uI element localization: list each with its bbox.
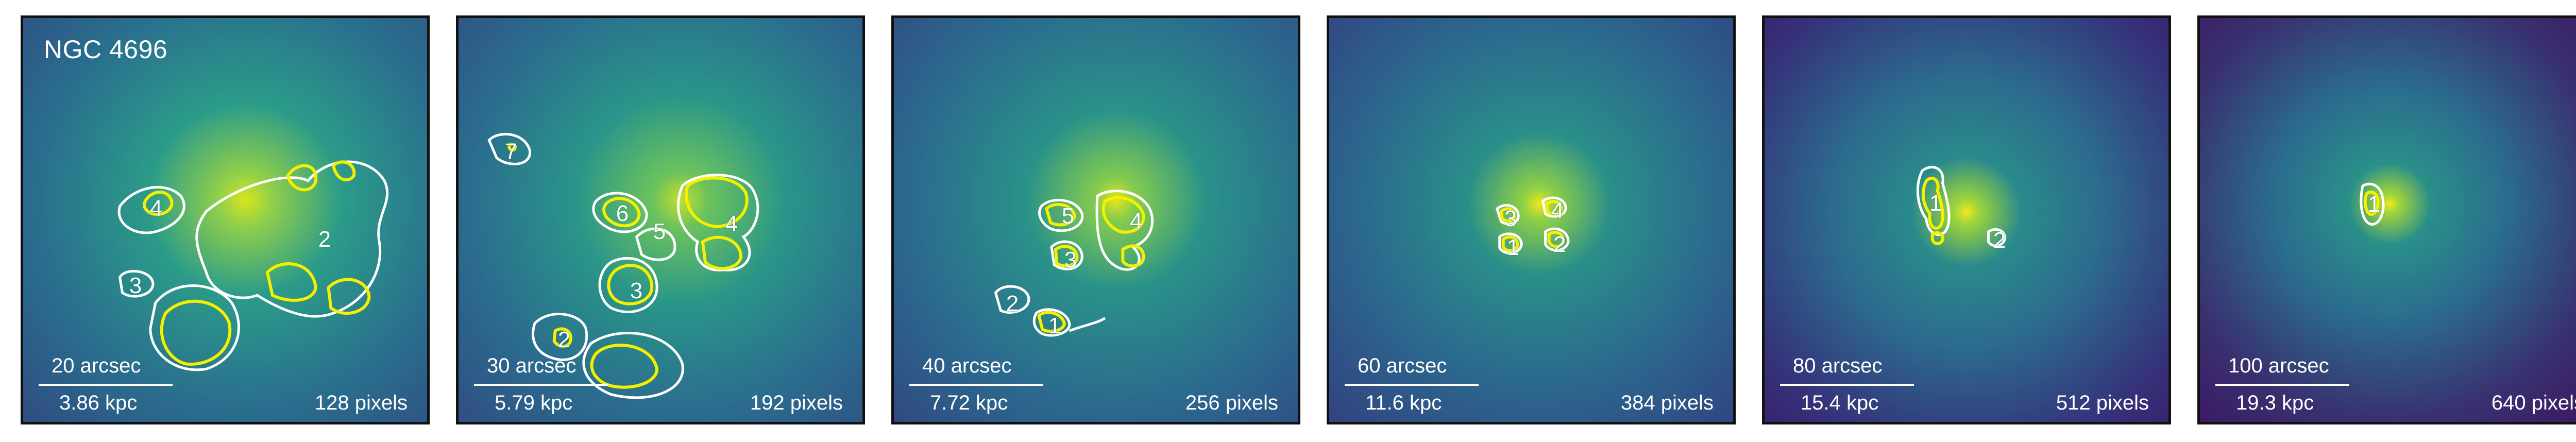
- scale-arcsec: 100 arcsec: [2228, 354, 2329, 377]
- galaxy-image: [459, 18, 862, 422]
- galaxy-image: [2200, 18, 2576, 422]
- yellow-contours: [1921, 177, 1944, 245]
- panel-20arcsec: NGC 4696 2 4 3 20 arcsec 3.86 kpc 128 pi…: [21, 15, 430, 424]
- panel-40arcsec: 5 4 3 2 1 40 arcsec 7.72 kpc 256 pixels: [891, 15, 1300, 424]
- scale-kpc: 5.79 kpc: [495, 392, 573, 414]
- yellow-contours: [2363, 191, 2380, 216]
- region-label: 4: [149, 196, 163, 221]
- scale-bar: [474, 384, 608, 386]
- region-label: 2: [318, 227, 331, 252]
- scale-arcsec: 40 arcsec: [922, 354, 1012, 377]
- white-contours: [117, 160, 388, 371]
- galaxy-image: [894, 18, 1298, 422]
- scale-bar: [39, 384, 173, 386]
- region-label: 3: [1064, 247, 1077, 273]
- region-label: 2: [557, 327, 571, 352]
- scale-kpc: 3.86 kpc: [59, 392, 138, 414]
- yellow-contours: [507, 142, 749, 389]
- scale-bar: [1780, 384, 1914, 386]
- white-contours: [2360, 182, 2385, 226]
- region-label: 3: [1504, 206, 1517, 231]
- scale-arcsec: 80 arcsec: [1793, 354, 1883, 377]
- scale-arcsec: 60 arcsec: [1358, 354, 1447, 377]
- pixel-count: 192 pixels: [750, 392, 843, 414]
- white-contours: [1916, 165, 2006, 247]
- region-label: 4: [725, 211, 738, 236]
- galaxy-image: [23, 18, 427, 422]
- yellow-contours: [1499, 200, 1565, 252]
- scale-kpc: 15.4 kpc: [1801, 392, 1879, 414]
- region-label: 3: [129, 273, 142, 298]
- region-label: 1: [1048, 313, 1061, 338]
- panel-80arcsec: 1 2 80 arcsec 15.4 kpc 512 pixels: [1762, 15, 2171, 424]
- scale-kpc: 19.3 kpc: [2236, 392, 2314, 414]
- region-label: 1: [1506, 235, 1520, 260]
- scale-kpc: 7.72 kpc: [930, 392, 1008, 414]
- pixel-count: 256 pixels: [1185, 392, 1278, 414]
- region-label: 5: [1061, 203, 1075, 229]
- scale-bar: [909, 384, 1043, 386]
- region-label: 6: [616, 201, 629, 226]
- panel-30arcsec: 7 6 5 4 3 2 30 arcsec 5.79 kpc 192 pixel…: [456, 15, 865, 424]
- region-label: 1: [1929, 191, 1942, 216]
- white-contours: [487, 132, 759, 399]
- region-label: 7: [504, 139, 518, 164]
- region-label: 2: [1993, 228, 2006, 253]
- pixel-count: 512 pixels: [2056, 392, 2149, 414]
- yellow-contours: [143, 160, 371, 366]
- yellow-contours: [1037, 196, 1145, 333]
- galaxy-label: NGC 4696: [44, 35, 168, 64]
- pixel-count: 384 pixels: [1620, 392, 1714, 414]
- white-contours: [1495, 196, 1570, 254]
- region-label: 2: [1553, 232, 1566, 257]
- scale-bar: [2215, 384, 2349, 386]
- pixel-count: 640 pixels: [2491, 392, 2576, 414]
- galaxy-image: [1329, 18, 1733, 422]
- region-label: 2: [1006, 291, 1019, 316]
- region-label: 4: [1551, 198, 1564, 223]
- panel-100arcsec: 1 100 arcsec 19.3 kpc 640 pixels: [2197, 15, 2576, 424]
- scale-kpc: 11.6 kpc: [1365, 392, 1442, 414]
- region-label: 4: [1129, 209, 1143, 234]
- galaxy-image: [1765, 18, 2168, 422]
- panel-60arcsec: 3 4 1 2 60 arcsec 11.6 kpc 384 pixels: [1327, 15, 1736, 424]
- region-label: 3: [630, 278, 643, 303]
- scale-bar: [1345, 384, 1479, 386]
- region-label: 5: [653, 219, 666, 244]
- scale-arcsec: 20 arcsec: [52, 354, 141, 377]
- pixel-count: 128 pixels: [314, 392, 408, 414]
- scale-arcsec: 30 arcsec: [487, 354, 577, 377]
- region-label: 1: [2367, 192, 2381, 217]
